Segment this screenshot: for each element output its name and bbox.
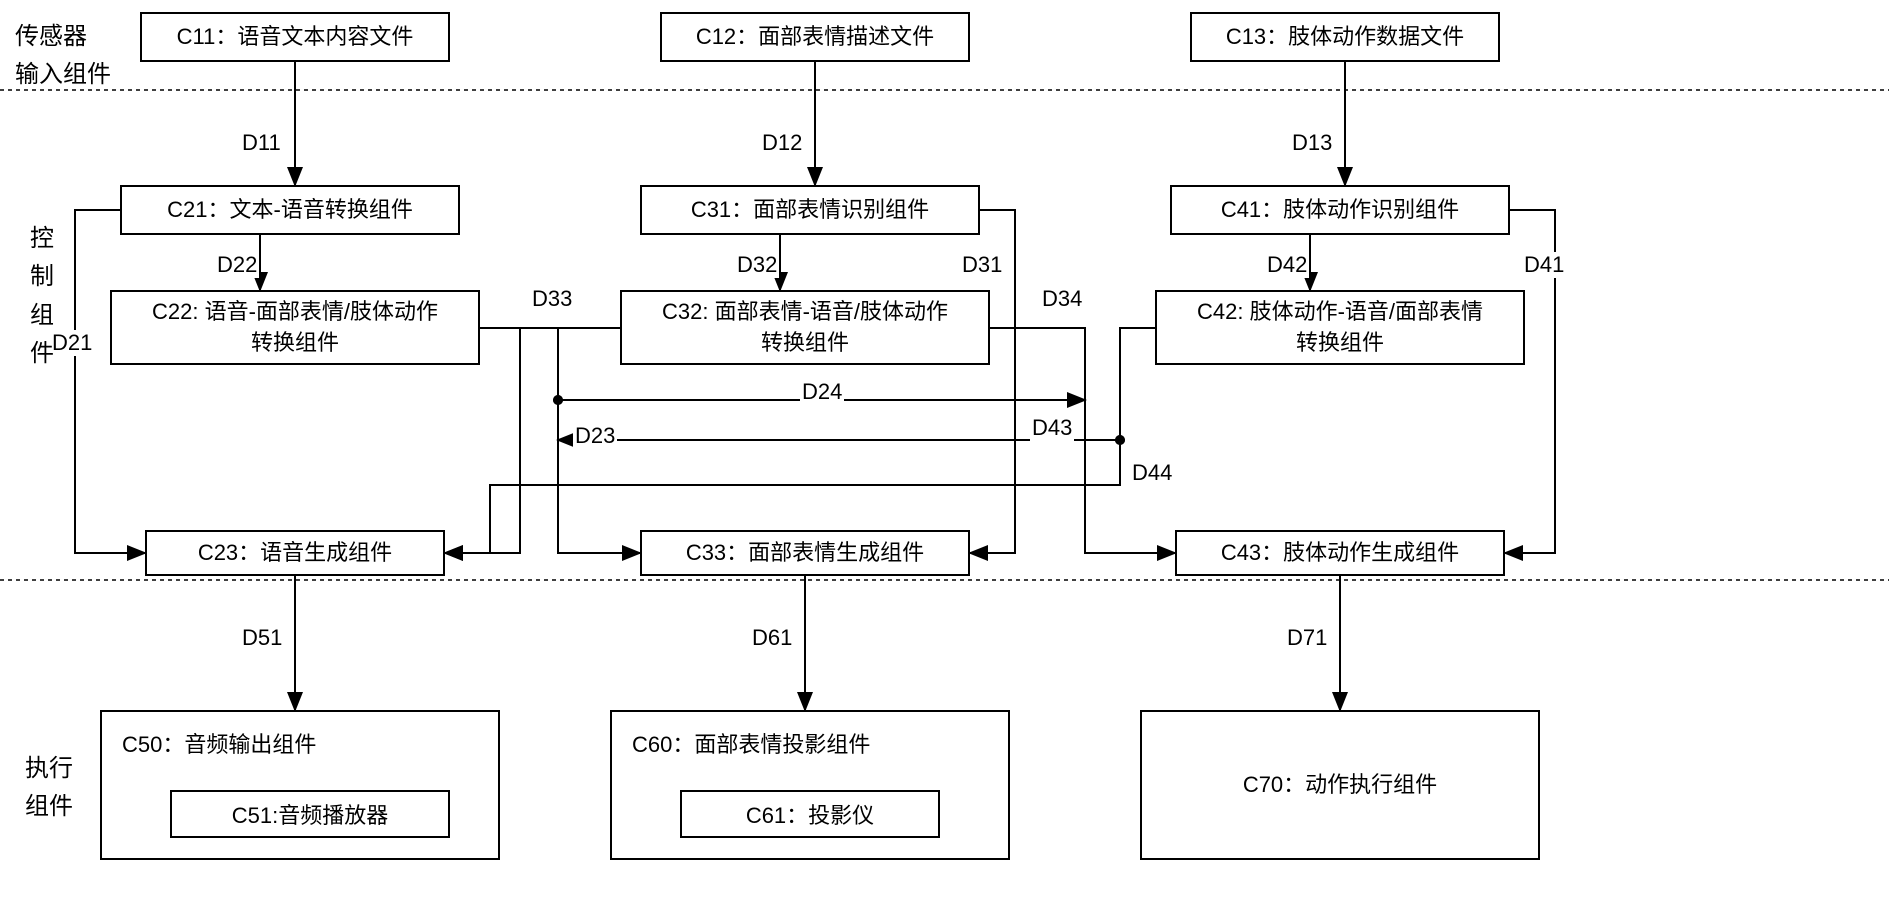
section-label-sec1: 传感器输入组件 (15, 18, 111, 95)
edge-label-D33: D33 (530, 286, 574, 312)
edge-label-D21: D21 (50, 330, 94, 356)
edge-label-D43: D43 (1030, 415, 1074, 441)
node-C33: C33：面部表情生成组件 (640, 530, 970, 576)
node-C61: C61：投影仪 (680, 790, 940, 838)
edge-label-D12: D12 (760, 130, 804, 156)
node-label: C61：投影仪 (746, 798, 874, 830)
edge-label-D31: D31 (960, 252, 1004, 278)
edge-label-D34: D34 (1040, 286, 1084, 312)
junction-dot (553, 395, 563, 405)
edge-label-D23: D23 (573, 423, 617, 449)
junction-dot (1115, 435, 1125, 445)
edge-label-D42: D42 (1265, 252, 1309, 278)
edge-label-D22: D22 (215, 252, 259, 278)
node-label: C43：肢体动作生成组件 (1221, 538, 1459, 569)
edge-label-D24: D24 (800, 379, 844, 405)
node-C31: C31：面部表情识别组件 (640, 185, 980, 235)
node-C11: C11：语音文本内容文件 (140, 12, 450, 62)
junction-dot (553, 395, 563, 405)
node-C51: C51:音频播放器 (170, 790, 450, 838)
edge-D34 (990, 328, 1175, 553)
node-label: C11：语音文本内容文件 (177, 22, 414, 53)
node-label: C32: 面部表情-语音/肢体动作转换组件 (662, 297, 948, 359)
edge-D23-stem (480, 328, 558, 400)
node-label: C31：面部表情识别组件 (691, 195, 929, 226)
edge-label-D51: D51 (240, 625, 284, 651)
edge-D21 (75, 210, 145, 553)
node-label: C13：肢体动作数据文件 (1226, 22, 1464, 53)
section-label-sec3: 执行组件 (25, 750, 73, 827)
node-label: C21：文本-语音转换组件 (167, 195, 413, 226)
node-label: C22: 语音-面部表情/肢体动作转换组件 (152, 297, 438, 359)
edge-D44-stem (1120, 328, 1155, 440)
node-C43: C43：肢体动作生成组件 (1175, 530, 1505, 576)
node-label: C41：肢体动作识别组件 (1221, 195, 1459, 226)
edge-label-D41: D41 (1522, 252, 1566, 278)
node-C32: C32: 面部表情-语音/肢体动作转换组件 (620, 290, 990, 365)
node-C13: C13：肢体动作数据文件 (1190, 12, 1500, 62)
edge-label-D61: D61 (750, 625, 794, 651)
junction-dot (1115, 435, 1125, 445)
node-C21: C21：文本-语音转换组件 (120, 185, 460, 235)
edge-label-D71: D71 (1285, 625, 1329, 651)
node-C12: C12：面部表情描述文件 (660, 12, 970, 62)
edge-label-D44: D44 (1130, 460, 1174, 486)
node-label: C50：音频输出组件 (122, 730, 316, 761)
node-label: C23：语音生成组件 (198, 538, 392, 569)
edge-label-D13: D13 (1290, 130, 1334, 156)
node-label: C12：面部表情描述文件 (696, 22, 934, 53)
node-C41: C41：肢体动作识别组件 (1170, 185, 1510, 235)
node-C70: C70：动作执行组件 (1140, 710, 1540, 860)
node-label: C33：面部表情生成组件 (686, 538, 924, 569)
edge-label-D11: D11 (240, 130, 283, 156)
section-label-sec2: 控制组件 (30, 220, 54, 374)
node-label: C70：动作执行组件 (1243, 770, 1437, 801)
edge-label-D32: D32 (735, 252, 779, 278)
flowchart-diagram: D11 D12 D13 D22 D32 D42 D21 D31 D41 D23 D24 D33 D34 D… (0, 0, 1889, 903)
node-label: C42: 肢体动作-语音/面部表情转换组件 (1197, 297, 1483, 359)
node-label: C60：面部表情投影组件 (632, 730, 870, 761)
node-C42: C42: 肢体动作-语音/面部表情转换组件 (1155, 290, 1525, 365)
node-label: C51:音频播放器 (232, 798, 388, 830)
node-C22: C22: 语音-面部表情/肢体动作转换组件 (110, 290, 480, 365)
node-C23: C23：语音生成组件 (145, 530, 445, 576)
